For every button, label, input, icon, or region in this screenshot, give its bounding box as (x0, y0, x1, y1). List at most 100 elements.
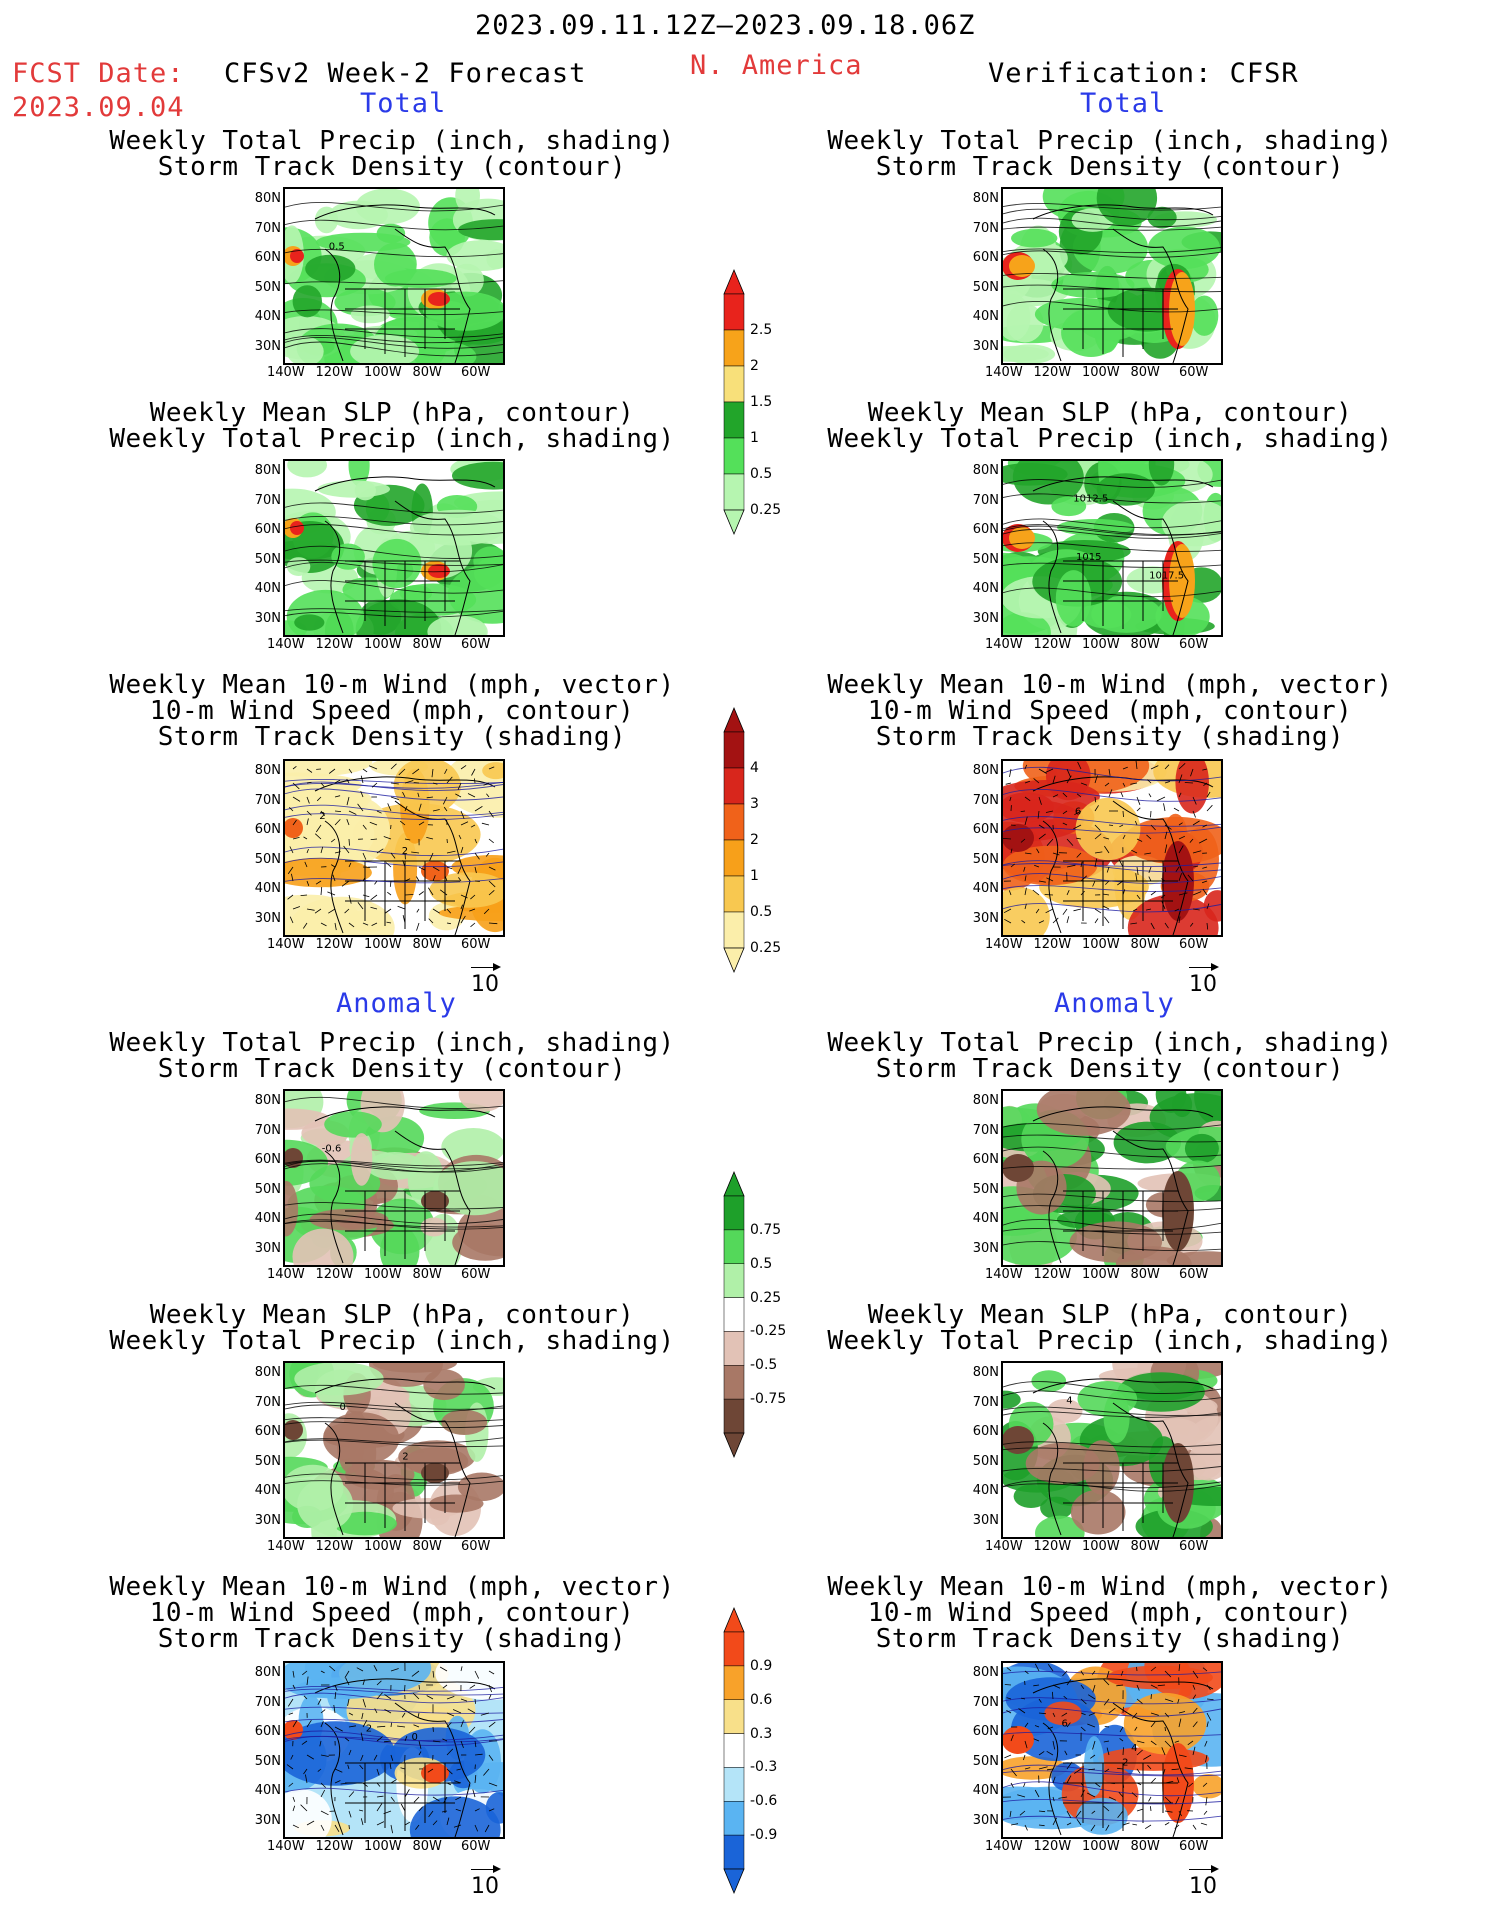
period-title: 2023.09.11.12Z–2023.09.18.06Z (475, 10, 976, 41)
colorbar-tick-label: 3 (750, 796, 759, 812)
wind-vector (1150, 765, 1159, 770)
wind-vector (1106, 1747, 1110, 1756)
map-plot-cfsr-total-wind: 6 (1003, 761, 1221, 935)
contour-label: 6 (1062, 1719, 1068, 1730)
wind-vector (1164, 844, 1168, 854)
wind-vector (1164, 824, 1172, 830)
wind-vector (334, 819, 341, 826)
lat-tick-label: 40N (254, 309, 281, 324)
wind-vector (1175, 866, 1180, 872)
lat-tick-label: 40N (972, 309, 999, 324)
lat-tick-label: 70N (972, 220, 999, 236)
wind-vector (371, 782, 378, 788)
wind-vector (428, 1810, 434, 1818)
wind-vector (306, 1754, 315, 1760)
contour-line (1003, 1227, 1221, 1235)
wind-vector (1164, 1822, 1170, 1826)
shading-blob (1003, 1390, 1021, 1409)
shading-peak (290, 521, 304, 535)
wind-vector (1004, 1754, 1012, 1759)
wind-vector (1036, 848, 1040, 854)
colorbar-swatch (723, 293, 745, 331)
contour-line (1003, 788, 1221, 802)
wind-vector (1202, 824, 1208, 828)
wind-vector (1092, 1740, 1096, 1750)
colorbar-cap (723, 1606, 745, 1633)
wind-vector (1006, 1697, 1012, 1700)
wind-vector (1074, 810, 1082, 816)
shading-blob (1051, 496, 1087, 517)
lat-tick-label: 70N (972, 1394, 999, 1410)
wind-vector (1094, 805, 1099, 812)
wind-vector (474, 838, 478, 844)
wind-vector (348, 1749, 352, 1756)
wind-vector (347, 1698, 350, 1706)
lat-tick-label: 30N (254, 1812, 281, 1828)
wind-vector (460, 810, 465, 819)
lon-tick-label: 80W (412, 937, 442, 952)
wind-vector (1156, 796, 1166, 802)
wind-vector (404, 838, 411, 841)
wind-vector (415, 1824, 420, 1830)
colorbar-tick-label: -0.75 (750, 1391, 787, 1408)
lon-tick-label: 140W (267, 637, 305, 652)
title-cfsr-anom-wind: Weekly Mean 10-m Wind (mph, vector) 10-m … (827, 1572, 1393, 1654)
colorbar-tick-label: 1 (750, 430, 759, 446)
wind-vector (1066, 916, 1070, 924)
wind-vector (455, 793, 462, 798)
wind-vector (1080, 782, 1088, 786)
lon-tick-label: 60W (461, 1539, 491, 1554)
wind-vector (1044, 894, 1054, 896)
wind-vector (302, 1670, 308, 1676)
wind-vector (384, 1694, 392, 1700)
wind-vector (453, 1824, 462, 1828)
contour-line (285, 878, 503, 884)
lat-tick-label: 40N (972, 1783, 999, 1798)
lon-tick-label: 80W (412, 637, 442, 652)
wind-vector (1076, 1818, 1082, 1826)
wind-vector (368, 765, 378, 770)
wind-vector (418, 1751, 422, 1756)
wind-vector (443, 1796, 448, 1804)
wind-vector (1020, 838, 1026, 843)
contour-line (285, 559, 503, 566)
wind-vector (1010, 863, 1015, 868)
wind-vector (1178, 1810, 1182, 1817)
lat-tick-label: 70N (254, 220, 281, 236)
wind-vector (1164, 866, 1166, 872)
wind-vector (1206, 791, 1211, 798)
wind-vector (320, 1810, 329, 1816)
wind-vector (330, 864, 336, 868)
wind-vector (1066, 1722, 1071, 1728)
wind-vector (1135, 761, 1138, 770)
wind-vector (1202, 1782, 1208, 1787)
wind-vector (316, 796, 322, 802)
wind-vector (1150, 1721, 1156, 1728)
shading-blob (1184, 1133, 1219, 1164)
colorbar-swatch (723, 767, 745, 805)
wind-vector (1094, 833, 1102, 840)
wind-vector (1134, 820, 1138, 826)
contour-line (1003, 562, 1221, 568)
shading-blob (1096, 473, 1155, 506)
lat-tick-label: 50N (972, 551, 999, 567)
lon-tick-label: 80W (412, 1839, 442, 1854)
wind-vector (1066, 1761, 1073, 1770)
wind-vector (1073, 908, 1082, 912)
wind-vector (287, 1698, 294, 1707)
wind-vector (319, 1740, 322, 1747)
contour-line (285, 1730, 503, 1743)
wind-vector (446, 866, 453, 870)
contour-line (1003, 518, 1221, 529)
contour-line (1003, 1707, 1221, 1717)
contour-line (1003, 1441, 1221, 1448)
wind-vector (455, 1808, 462, 1812)
contour-line (285, 1404, 503, 1413)
wind-vector (1148, 866, 1152, 874)
wind-vector (1206, 1698, 1214, 1700)
wind-vector (1136, 1782, 1142, 1786)
lon-tick-label: 120W (1033, 637, 1072, 652)
wind-vector (488, 1684, 492, 1693)
wind-vector (1136, 1768, 1141, 1774)
shading-blob (1035, 1515, 1085, 1537)
